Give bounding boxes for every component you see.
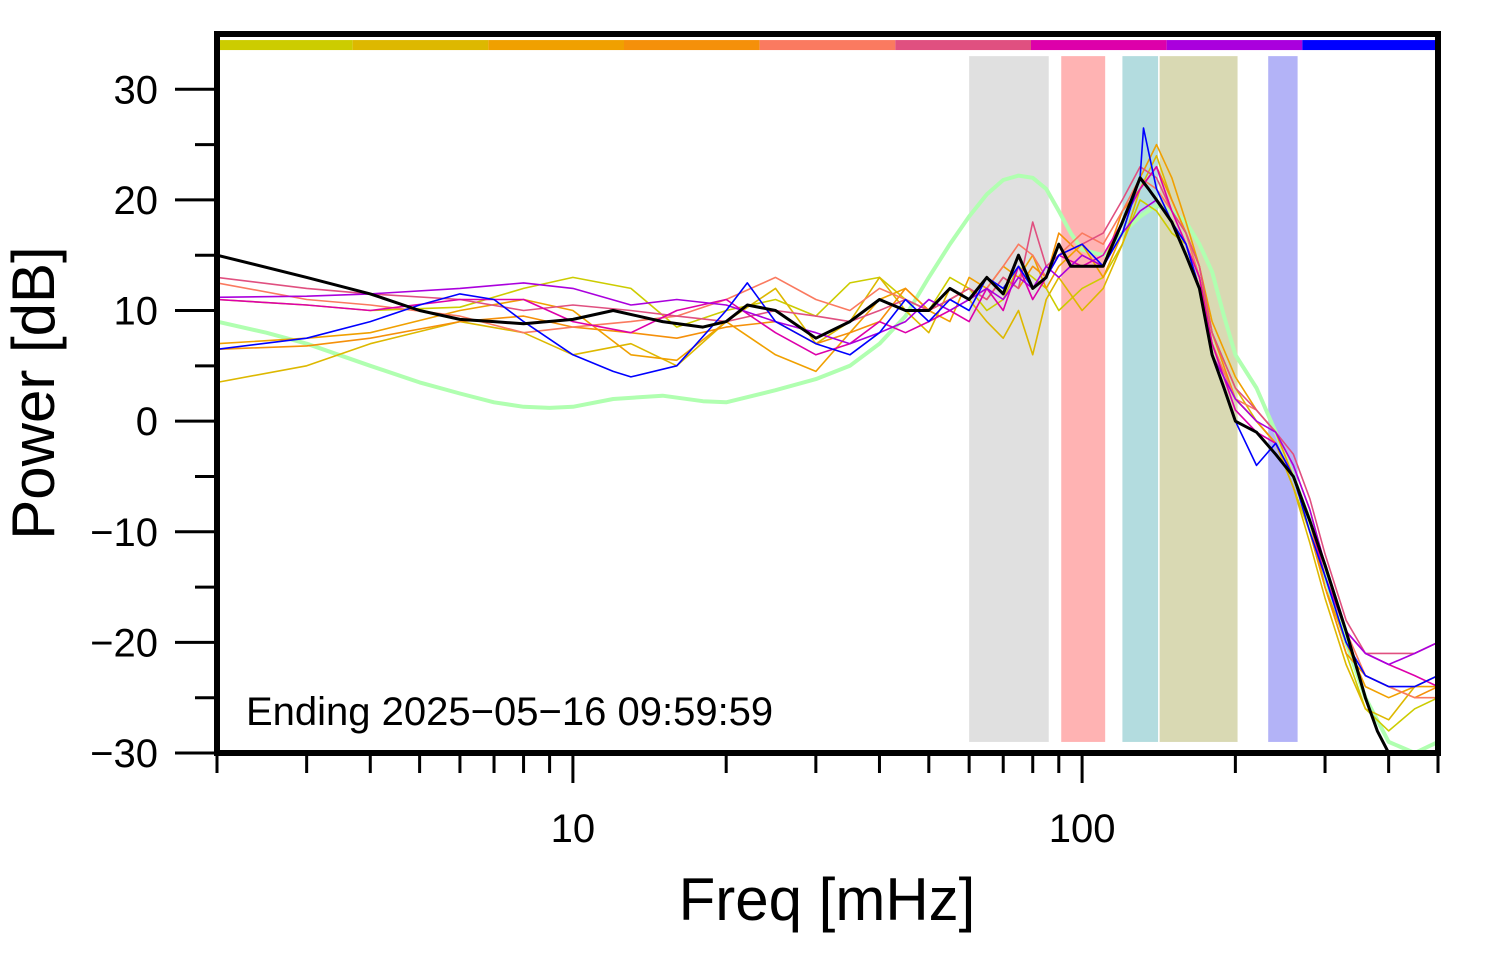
band-0 [969,56,1049,742]
series-line-5 [217,177,1438,699]
band-4 [1268,56,1298,742]
color-key-bar [217,40,1438,51]
y-tick-label-5: 20 [114,179,159,223]
color-key-segment-6 [1031,40,1167,51]
color-key-segment-0 [217,40,353,51]
frequency-bands [969,56,1298,742]
color-key-segment-7 [1166,40,1303,51]
x-axis-ticks: 10 100 [215,753,1440,851]
band-2 [1122,56,1159,742]
color-key-segment-5 [895,40,1031,51]
annotation-text: Ending 2025−05−16 09:59:59 [246,690,773,734]
x-axis-label: Freq [mHz] [679,866,976,933]
series-line-10 [217,176,1438,753]
series-line-1 [217,199,1438,732]
series-line-8 [217,199,1438,666]
y-axis-ticks: −30 −20 −10 0 10 20 30 [90,68,217,776]
series-line-0 [217,173,1438,753]
x-tick-label-0: 10 [551,807,596,851]
y-tick-label-6: 30 [114,68,159,112]
color-key-segment-4 [759,40,896,51]
y-tick-label-4: 10 [114,290,159,334]
color-key-segment-1 [352,40,489,51]
y-tick-label-3: 0 [136,400,158,444]
series-line-2 [217,154,1438,721]
y-tick-label-2: −10 [90,511,158,555]
band-1 [1061,56,1106,742]
series-line-9 [217,127,1438,688]
band-3 [1159,56,1238,742]
series-line-7 [217,165,1438,688]
spectrum-series [217,127,1438,753]
plot-frame [214,31,1441,756]
series-line-3 [217,143,1438,699]
y-tick-label-0: −30 [90,732,158,776]
color-key-segment-2 [488,40,624,51]
x-tick-label-1: 100 [1049,807,1116,851]
y-axis-label: Power [dB] [0,246,67,539]
color-key-segment-8 [1302,40,1438,51]
y-tick-label-1: −20 [90,621,158,665]
color-key-segment-3 [624,40,760,51]
